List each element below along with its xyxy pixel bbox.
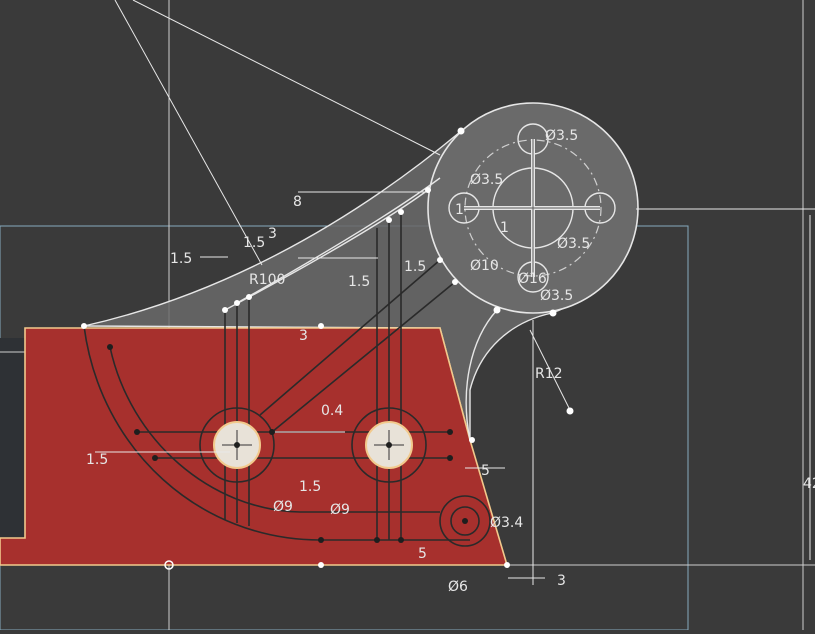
vertex[interactable] <box>374 537 380 543</box>
vertex[interactable] <box>152 455 158 461</box>
vertex[interactable] <box>269 429 275 435</box>
vertex[interactable] <box>447 429 453 435</box>
dim-label[interactable]: Ø3.5 <box>557 236 590 252</box>
hole-small-bottom[interactable] <box>439 495 491 547</box>
dim-label[interactable]: 1 <box>455 202 464 218</box>
vertex[interactable] <box>469 437 475 443</box>
vertex[interactable] <box>107 344 113 350</box>
dim-label[interactable]: 3 <box>557 573 566 589</box>
dim-label[interactable]: 1.5 <box>243 235 265 251</box>
dim-label[interactable]: 42 <box>803 476 815 492</box>
dim-label[interactable]: R12 <box>535 366 563 382</box>
inner-arc-outline[interactable] <box>109 346 440 513</box>
dim-label[interactable]: Ø16 <box>518 271 547 287</box>
dim-label[interactable]: 8 <box>293 194 302 210</box>
diag-rib-2[interactable] <box>259 259 441 416</box>
vertex[interactable] <box>134 429 140 435</box>
origin-point[interactable] <box>164 560 174 570</box>
dim-label[interactable]: Ø3.5 <box>545 128 578 144</box>
dim-label[interactable]: Ø3.5 <box>540 288 573 304</box>
vertex[interactable] <box>81 323 87 329</box>
vertex[interactable] <box>457 127 465 135</box>
leader-line-top-2 <box>114 0 263 266</box>
diag-rib-1[interactable] <box>271 281 456 433</box>
vertex[interactable] <box>318 562 324 568</box>
dim-label[interactable]: Ø10 <box>470 258 499 274</box>
r100-arc-outline[interactable] <box>83 325 470 541</box>
vertex[interactable] <box>549 309 557 317</box>
vertex[interactable] <box>234 300 240 306</box>
r12-arc[interactable] <box>465 309 498 441</box>
dim-label[interactable]: 5 <box>418 546 427 562</box>
dim-label[interactable]: 1.5 <box>86 452 108 468</box>
vertex[interactable] <box>318 537 324 543</box>
hole-right[interactable] <box>351 407 427 483</box>
vertex[interactable] <box>398 537 404 543</box>
vertex[interactable] <box>425 187 431 193</box>
vertex[interactable] <box>504 562 510 568</box>
vertex[interactable] <box>566 407 574 415</box>
vertex[interactable] <box>398 209 404 215</box>
upper-arc-1[interactable] <box>224 189 429 311</box>
vertex[interactable] <box>437 257 443 263</box>
leader-line-top-1 <box>132 0 441 156</box>
dim-label[interactable]: Ø3.5 <box>470 172 503 188</box>
vertex[interactable] <box>318 323 324 329</box>
dim-label[interactable]: 1.5 <box>348 274 370 290</box>
vertex[interactable] <box>386 217 392 223</box>
dim-label[interactable]: R100 <box>249 272 285 288</box>
dim-label[interactable]: 5 <box>481 463 490 479</box>
vertex[interactable] <box>222 307 228 313</box>
hole-left[interactable] <box>199 407 275 483</box>
side-body-panel[interactable] <box>0 338 25 538</box>
dim-label[interactable]: 1.5 <box>404 259 426 275</box>
dim-label[interactable]: 3 <box>299 328 308 344</box>
dim-label[interactable]: Ø6 <box>448 579 468 595</box>
vertex[interactable] <box>493 306 501 314</box>
dim-label[interactable]: Ø9 <box>330 502 350 518</box>
vertex[interactable] <box>447 455 453 461</box>
r12-leader <box>529 329 571 411</box>
dim-label[interactable]: 0.4 <box>321 403 343 419</box>
dim-label[interactable]: 1.5 <box>299 479 321 495</box>
dim-label[interactable]: Ø3.4 <box>490 515 523 531</box>
dim-label[interactable]: 1 <box>500 220 509 236</box>
dim-label[interactable]: 3 <box>268 226 277 242</box>
dim-label[interactable]: Ø9 <box>273 499 293 515</box>
dim-label[interactable]: 1.5 <box>170 251 192 267</box>
vertex[interactable] <box>452 279 458 285</box>
vertex[interactable] <box>246 294 252 300</box>
